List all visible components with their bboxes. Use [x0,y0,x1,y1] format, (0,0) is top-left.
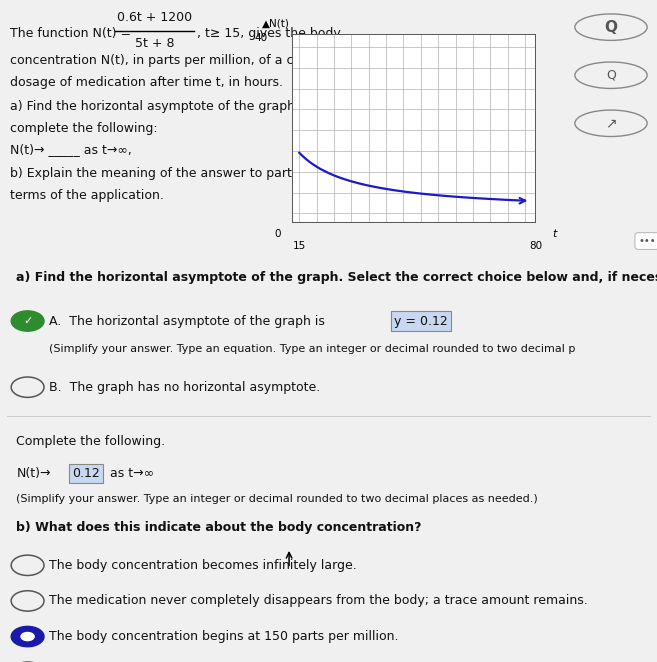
Text: , t≥ 15, gives the body: , t≥ 15, gives the body [197,26,341,40]
Text: •••: ••• [639,236,656,246]
Text: b) What does this indicate about the body concentration?: b) What does this indicate about the bod… [16,521,422,534]
Text: complete the following:: complete the following: [10,122,158,134]
Text: ↗: ↗ [605,117,617,130]
Text: 15: 15 [293,240,306,250]
Text: 0.6t + 1200: 0.6t + 1200 [117,11,192,24]
Text: y = 0.12: y = 0.12 [394,314,448,328]
Text: a) Find the horizontal asymptote of the graph. Select the correct choice below a: a) Find the horizontal asymptote of the … [16,271,657,284]
Text: A.  The horizontal asymptote of the graph is: A. The horizontal asymptote of the graph… [49,314,325,328]
Text: ✓: ✓ [23,316,32,326]
Text: .: . [434,314,438,328]
Text: a) Find the horizontal asymptote of the graph and: a) Find the horizontal asymptote of the … [10,100,323,113]
Text: dosage of medication after time t, in hours.: dosage of medication after time t, in ho… [10,76,283,89]
Text: 0: 0 [275,229,281,239]
Circle shape [11,626,44,647]
Text: concentration N(t), in parts per million, of a certain: concentration N(t), in parts per million… [10,54,330,68]
Text: The function N(t) =: The function N(t) = [10,26,131,40]
Text: N(t)→: N(t)→ [16,467,51,480]
Text: 40: 40 [255,33,268,43]
Text: 5t + 8: 5t + 8 [135,38,174,50]
Text: b) Explain the meaning of the answer to part (a) in: b) Explain the meaning of the answer to … [10,167,328,180]
Text: The body concentration becomes infinitely large.: The body concentration becomes infinitel… [49,559,357,572]
Text: N(t)→ _____ as t→∞,: N(t)→ _____ as t→∞, [10,143,131,156]
Circle shape [11,311,44,331]
Text: The medication never completely disappears from the body; a trace amount remains: The medication never completely disappea… [49,594,588,608]
Text: Q: Q [604,20,618,34]
Text: Q: Q [606,69,616,81]
Text: (Simplify your answer. Type an equation. Type an integer or decimal rounded to t: (Simplify your answer. Type an equation.… [49,344,576,354]
Text: ▲N(t): ▲N(t) [262,19,290,29]
Text: 80: 80 [529,240,542,250]
Circle shape [21,632,34,641]
Text: B.  The graph has no horizontal asymptote.: B. The graph has no horizontal asymptote… [49,381,321,394]
Text: (Simplify your answer. Type an integer or decimal rounded to two decimal places : (Simplify your answer. Type an integer o… [16,494,538,504]
Text: 0.12: 0.12 [72,467,100,480]
Text: The body concentration begins at 150 parts per million.: The body concentration begins at 150 par… [49,630,399,643]
Text: as t→∞: as t→∞ [110,467,154,480]
Text: t: t [553,229,557,239]
Text: terms of the application.: terms of the application. [10,189,164,202]
Text: Complete the following.: Complete the following. [16,435,166,448]
